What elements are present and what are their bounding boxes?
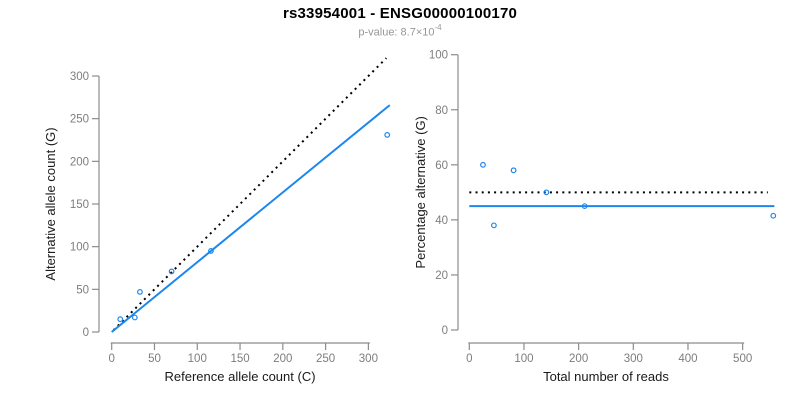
y-tick-label: 300: [70, 71, 89, 83]
y-axis-title: Alternative allele count (G): [43, 127, 58, 280]
x-axis-title: Total number of reads: [543, 369, 669, 384]
pvalue-exponent: -4: [434, 23, 442, 32]
fit-line: [111, 104, 391, 333]
y-tick-label: 20: [435, 270, 448, 282]
data-point: [131, 314, 138, 321]
x-tick-label: 0: [466, 353, 472, 365]
y-tick-label: 60: [435, 160, 448, 172]
data-point: [168, 268, 175, 275]
plot-percentage-alternative: 0 20 40 60 80 100 0 100 200 300 400 500 Total number…: [413, 50, 777, 384]
plot-allele-counts: 0 50 100 150 200 250 300 0 50 100 150 200 250 300 Refe…: [43, 57, 391, 384]
y-tick-label: 100: [429, 50, 448, 62]
x-tick-label: 300: [624, 353, 643, 365]
y-tick-label: 0: [442, 325, 448, 337]
y-tick-label: 40: [435, 215, 448, 227]
y-axis-title: Percentage alternative (G): [413, 116, 428, 268]
x-tick-label: 100: [188, 353, 207, 365]
y-tick-label: 80: [435, 105, 448, 117]
x-tick-label: 200: [569, 353, 588, 365]
data-point: [208, 248, 214, 254]
figure-title: rs33954001 - ENSG00000100170: [282, 5, 518, 22]
data-point: [770, 212, 777, 219]
y-tick-label: 50: [76, 284, 89, 296]
data-point: [510, 167, 517, 174]
x-tick-label: 100: [514, 353, 533, 365]
y-tick-label: 0: [83, 327, 89, 339]
data-point: [384, 131, 391, 138]
pvalue-text: p-value: 8.7×10: [358, 26, 435, 39]
y-tick-label: 250: [70, 114, 89, 126]
x-tick-label: 150: [230, 353, 249, 365]
x-axis-title: Reference allele count (C): [165, 369, 316, 384]
identity-line: [112, 57, 388, 332]
data-point: [491, 222, 497, 229]
data-point: [137, 288, 143, 295]
data-point: [543, 189, 550, 196]
x-tick-label: 50: [148, 353, 161, 365]
x-tick-label: 500: [733, 353, 752, 365]
x-tick-label: 0: [108, 353, 114, 365]
x-tick-label: 250: [316, 353, 335, 365]
figure-subtitle: p-value: 8.7×10-4: [0, 23, 800, 39]
data-point: [117, 316, 124, 323]
data-point: [480, 161, 486, 168]
x-tick-label: 200: [273, 353, 292, 365]
y-tick-label: 150: [70, 199, 89, 211]
y-tick-label: 100: [70, 242, 89, 254]
x-tick-label: 400: [678, 353, 697, 365]
x-tick-label: 300: [359, 353, 378, 365]
y-tick-label: 200: [70, 156, 89, 168]
data-point: [581, 203, 588, 210]
